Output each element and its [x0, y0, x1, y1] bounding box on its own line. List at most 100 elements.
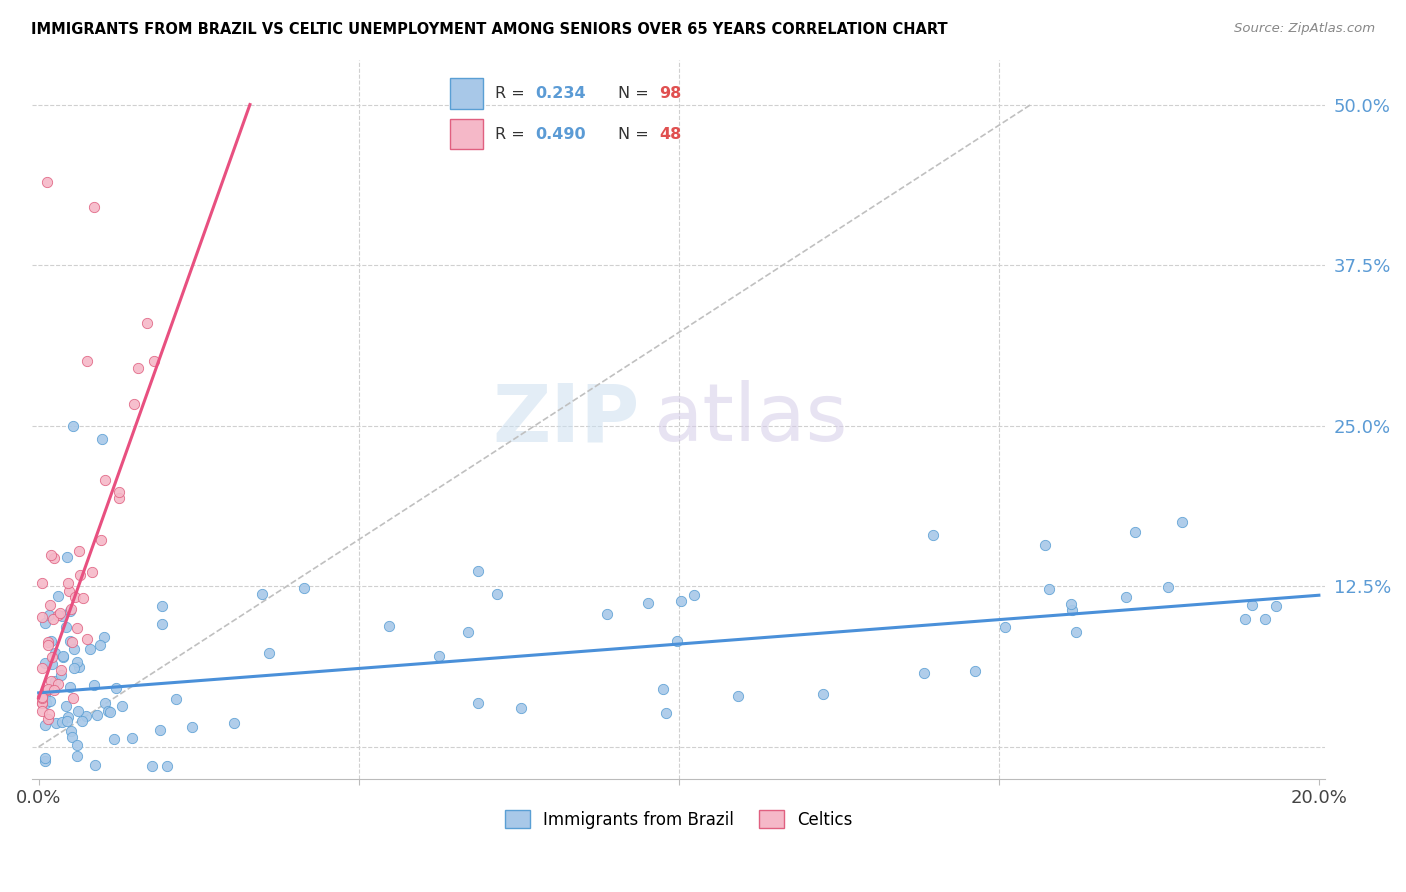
Point: [94, 473, 117, 487]
Point: [35, 683, 58, 698]
Point: [150, 599, 173, 613]
Point: [292, 582, 315, 596]
Point: [31, 690, 53, 704]
Point: [1060, 598, 1083, 612]
Point: [107, 491, 129, 505]
Point: [63, 591, 86, 605]
Point: [1060, 603, 1083, 617]
Point: [62, 418, 84, 433]
Point: [257, 646, 280, 660]
Point: [596, 607, 619, 621]
Point: [79, 642, 101, 657]
Point: [93, 630, 115, 644]
Text: Source: ZipAtlas.com: Source: ZipAtlas.com: [1234, 22, 1375, 36]
Point: [37, 638, 59, 652]
Point: [69, 568, 91, 582]
Point: [1265, 599, 1288, 614]
Point: [1171, 516, 1194, 530]
Point: [37, 175, 59, 189]
Point: [1157, 580, 1180, 594]
Point: [1115, 590, 1137, 604]
Point: [90, 533, 112, 547]
Point: [44, 646, 66, 660]
Point: [181, 720, 204, 734]
Point: [46, 589, 69, 603]
Text: R =: R =: [495, 86, 530, 101]
Point: [38, 706, 60, 721]
Point: [34, 754, 56, 768]
Point: [86, 708, 108, 723]
Point: [83, 200, 105, 214]
Point: [31, 704, 53, 718]
Point: [66, 621, 89, 635]
Point: [42, 682, 65, 697]
Point: [31, 696, 53, 710]
Point: [111, 699, 134, 714]
Point: [34, 657, 56, 671]
Point: [65, 749, 87, 764]
Text: 48: 48: [659, 127, 681, 142]
Point: [37, 682, 59, 697]
Point: [60, 635, 83, 649]
Point: [76, 354, 98, 368]
Point: [58, 604, 80, 618]
Point: [58, 583, 80, 598]
Point: [56, 714, 79, 728]
Point: [60, 730, 83, 744]
Point: [55, 620, 77, 634]
Point: [377, 619, 399, 633]
Point: [58, 633, 80, 648]
Point: [105, 681, 128, 695]
Bar: [450, 78, 484, 109]
Text: N =: N =: [619, 127, 654, 142]
Point: [34, 717, 56, 731]
Point: [1064, 624, 1087, 639]
Point: [58, 710, 80, 724]
Point: [37, 712, 59, 726]
Point: [813, 687, 835, 701]
Point: [727, 689, 749, 703]
Point: [66, 738, 89, 752]
Point: [509, 700, 531, 714]
Point: [59, 724, 82, 739]
Point: [46, 677, 69, 691]
Point: [89, 638, 111, 652]
Point: [35, 696, 58, 710]
Point: [98, 706, 121, 720]
Point: [39, 694, 62, 708]
Point: [31, 661, 53, 675]
Point: [39, 673, 62, 688]
Point: [1254, 612, 1277, 626]
Point: [31, 575, 53, 590]
Point: [51, 608, 73, 623]
Text: ZIP: ZIP: [492, 380, 640, 458]
Point: [467, 696, 489, 710]
Point: [84, 758, 107, 772]
Point: [55, 699, 77, 714]
Point: [103, 731, 125, 746]
Point: [52, 649, 75, 664]
Point: [121, 731, 143, 746]
Point: [59, 681, 82, 695]
Point: [66, 655, 89, 669]
Point: [46, 607, 69, 622]
Point: [467, 564, 489, 578]
Text: R =: R =: [495, 127, 530, 142]
Point: [51, 715, 73, 730]
Point: [42, 551, 65, 566]
Point: [76, 632, 98, 646]
Point: [912, 666, 935, 681]
Point: [51, 650, 73, 665]
Bar: [450, 119, 484, 149]
Point: [45, 715, 67, 730]
Point: [70, 714, 93, 729]
Point: [165, 692, 187, 706]
Point: [56, 549, 79, 564]
Point: [457, 625, 479, 640]
Point: [63, 641, 86, 656]
Point: [39, 634, 62, 648]
Point: [82, 565, 104, 579]
Point: [922, 528, 945, 542]
Point: [83, 678, 105, 692]
Point: [651, 682, 673, 697]
